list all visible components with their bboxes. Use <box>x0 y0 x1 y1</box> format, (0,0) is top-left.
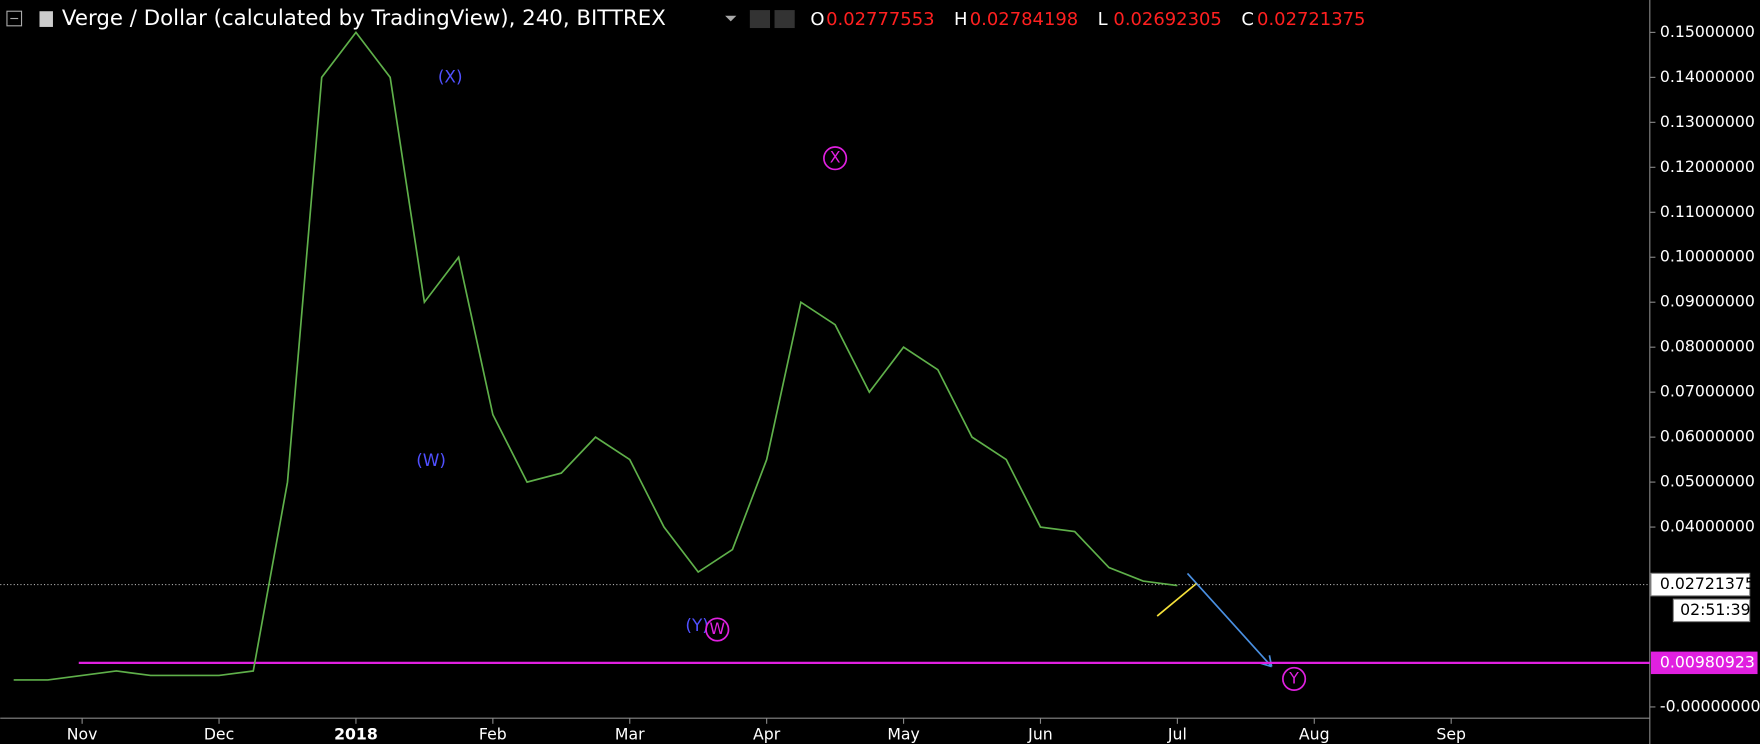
y-tick-label: 0.07000000 <box>1660 382 1755 401</box>
ohlc-label: H <box>954 9 967 30</box>
wave-label: (W) <box>416 450 446 470</box>
ohlc-label: C <box>1241 9 1254 30</box>
symbol-icon <box>39 11 53 27</box>
settings-icon[interactable] <box>774 10 795 29</box>
wave-label: (X) <box>438 66 463 86</box>
y-tick-label: 0.14000000 <box>1660 67 1755 86</box>
last-price-label: 0.02721375 <box>1660 574 1755 593</box>
countdown: 02:51:39 <box>1680 600 1751 619</box>
y-tick-label: 0.06000000 <box>1660 427 1755 446</box>
x-tick-label: Feb <box>479 725 507 744</box>
ohlc-value: 0.02721375 <box>1257 9 1365 30</box>
ohlc-label: O <box>810 9 824 30</box>
wave-label: W <box>710 619 726 638</box>
y-tick-label: 0.09000000 <box>1660 292 1755 311</box>
wave-label: Y <box>1288 668 1299 687</box>
wave-circle <box>1282 666 1307 691</box>
x-tick-label: Jul <box>1167 725 1187 744</box>
x-tick-label: Aug <box>1299 725 1330 744</box>
x-tick-label: May <box>887 725 919 744</box>
x-tick-label: 2018 <box>334 725 378 744</box>
y-tick-label: 0.13000000 <box>1660 112 1755 131</box>
dropdown-arrow[interactable] <box>725 15 737 22</box>
support-label: 0.00980923 <box>1660 652 1755 671</box>
settings-icon[interactable] <box>749 10 771 29</box>
y-tick-label: 0.10000000 <box>1660 247 1755 266</box>
x-tick-label: Mar <box>615 725 645 744</box>
trend-line <box>1156 582 1197 617</box>
wave-label: (Y) <box>685 615 708 635</box>
chart-title[interactable]: Verge / Dollar (calculated by TradingVie… <box>62 6 666 31</box>
wave-circle <box>823 146 848 171</box>
ohlc-label: L <box>1098 9 1108 30</box>
x-tick-label: Jun <box>1027 725 1053 744</box>
y-tick-label: 0.15000000 <box>1660 22 1755 41</box>
x-tick-label: Sep <box>1436 725 1466 744</box>
y-tick-label: 0.08000000 <box>1660 337 1755 356</box>
x-tick-label: Apr <box>753 725 781 744</box>
price-line <box>13 30 1178 681</box>
last-price-box <box>1650 572 1751 597</box>
y-tick-label: 0.11000000 <box>1660 202 1755 221</box>
support-label-box <box>1650 651 1758 675</box>
countdown-box <box>1672 598 1751 623</box>
wave-label: X <box>830 148 841 167</box>
y-tick-label: 0.04000000 <box>1660 517 1755 536</box>
x-tick-label: Dec <box>204 725 234 744</box>
y-tick-label: 0.05000000 <box>1660 472 1755 491</box>
ohlc-value: 0.02692305 <box>1113 9 1221 30</box>
forecast-arrow <box>1186 572 1273 668</box>
wave-circle <box>705 617 730 642</box>
y-tick-label: 0.12000000 <box>1660 157 1755 176</box>
ohlc-value: 0.02777553 <box>826 9 934 30</box>
ohlc-value: 0.02784198 <box>970 9 1078 30</box>
collapse-icon[interactable] <box>6 10 23 27</box>
y-tick-label: -0.00000000 <box>1660 696 1760 715</box>
x-tick-label: Nov <box>67 725 98 744</box>
